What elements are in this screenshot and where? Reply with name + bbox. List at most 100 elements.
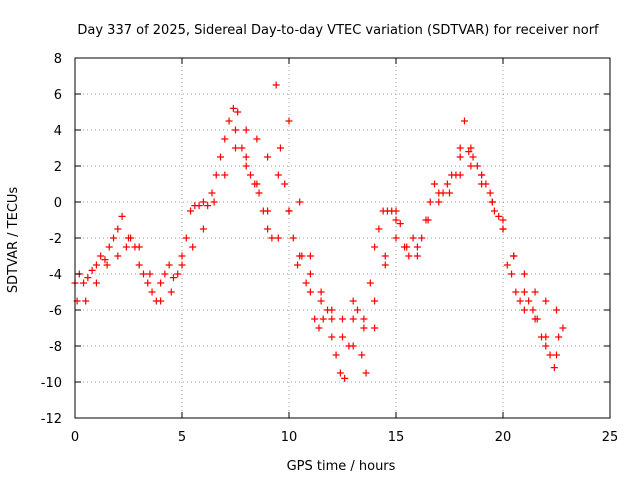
data-point xyxy=(317,288,325,296)
data-point xyxy=(512,288,520,296)
data-point xyxy=(371,324,379,332)
data-point xyxy=(349,342,357,350)
data-point xyxy=(234,108,242,116)
data-point xyxy=(431,180,439,188)
x-tick-label: 10 xyxy=(281,430,298,445)
data-point xyxy=(135,243,143,251)
data-point xyxy=(189,243,197,251)
data-point xyxy=(82,297,90,305)
x-tick-label: 25 xyxy=(602,430,619,445)
data-point xyxy=(199,198,207,206)
data-point xyxy=(182,234,190,242)
axis-ticks xyxy=(74,57,611,419)
data-point xyxy=(499,216,507,224)
data-point xyxy=(366,279,374,287)
data-point xyxy=(426,198,434,206)
data-point xyxy=(349,315,357,323)
data-point xyxy=(118,212,126,220)
y-tick-label: 2 xyxy=(54,160,62,175)
data-point xyxy=(328,333,336,341)
data-point xyxy=(253,180,261,188)
grid-lines xyxy=(75,58,610,418)
data-point xyxy=(306,270,314,278)
data-point xyxy=(529,306,537,314)
data-point xyxy=(242,126,250,134)
x-axis-label: GPS time / hours xyxy=(287,459,396,474)
data-point xyxy=(97,252,105,260)
data-point xyxy=(392,207,400,215)
data-point xyxy=(465,148,473,156)
data-point xyxy=(456,171,464,179)
data-point xyxy=(92,261,100,269)
data-point xyxy=(467,162,475,170)
data-point xyxy=(253,135,261,143)
data-point xyxy=(311,315,319,323)
data-point xyxy=(478,171,486,179)
data-point xyxy=(520,306,528,314)
data-point xyxy=(296,252,304,260)
data-point xyxy=(212,171,220,179)
data-point xyxy=(360,315,368,323)
data-point xyxy=(232,126,239,134)
data-point xyxy=(255,189,263,197)
data-point xyxy=(516,297,524,305)
data-point xyxy=(264,207,272,215)
y-tick-label: -2 xyxy=(49,232,62,247)
y-tick-label: 4 xyxy=(54,124,62,139)
y-tick-label: 6 xyxy=(54,88,62,103)
data-point xyxy=(339,315,346,323)
data-point xyxy=(114,225,122,233)
y-tick-label: -10 xyxy=(41,376,62,391)
data-point xyxy=(285,207,293,215)
data-point xyxy=(542,342,550,350)
data-point xyxy=(520,288,528,296)
data-point xyxy=(274,171,282,179)
data-point xyxy=(178,261,186,269)
data-point xyxy=(371,243,379,251)
data-point xyxy=(165,261,173,269)
data-point xyxy=(210,198,218,206)
data-point xyxy=(328,315,336,323)
data-point xyxy=(499,225,507,233)
data-point xyxy=(396,220,404,228)
data-point xyxy=(456,144,464,152)
data-point xyxy=(174,270,182,278)
data-point xyxy=(439,189,447,197)
data-point xyxy=(80,279,88,287)
data-point xyxy=(169,274,177,282)
data-point xyxy=(306,288,314,296)
data-point xyxy=(490,207,498,215)
data-point xyxy=(555,333,563,341)
x-tick-label: 20 xyxy=(495,430,512,445)
data-point xyxy=(486,189,494,197)
data-point xyxy=(238,144,246,152)
data-point xyxy=(144,279,152,287)
data-point xyxy=(418,234,426,242)
data-point xyxy=(146,270,154,278)
data-point xyxy=(229,104,237,112)
data-point xyxy=(317,297,325,305)
data-point xyxy=(306,252,314,260)
x-tick-label: 0 xyxy=(71,430,79,445)
x-tick-label: 5 xyxy=(178,430,186,445)
data-point xyxy=(456,153,464,161)
y-tick-label: 8 xyxy=(54,52,62,67)
data-point xyxy=(531,288,539,296)
data-point xyxy=(488,198,496,206)
data-point xyxy=(332,351,340,359)
data-point xyxy=(381,261,389,269)
data-point xyxy=(392,216,400,224)
data-point xyxy=(435,198,443,206)
data-points xyxy=(71,81,567,382)
data-point xyxy=(339,333,346,341)
data-point xyxy=(268,234,276,242)
data-point xyxy=(353,306,361,314)
data-point xyxy=(157,279,165,287)
data-point xyxy=(546,351,554,359)
data-point xyxy=(122,243,130,251)
data-point xyxy=(217,153,225,161)
y-tick-label: -6 xyxy=(49,304,62,319)
data-point xyxy=(550,364,558,372)
data-point xyxy=(114,252,122,260)
